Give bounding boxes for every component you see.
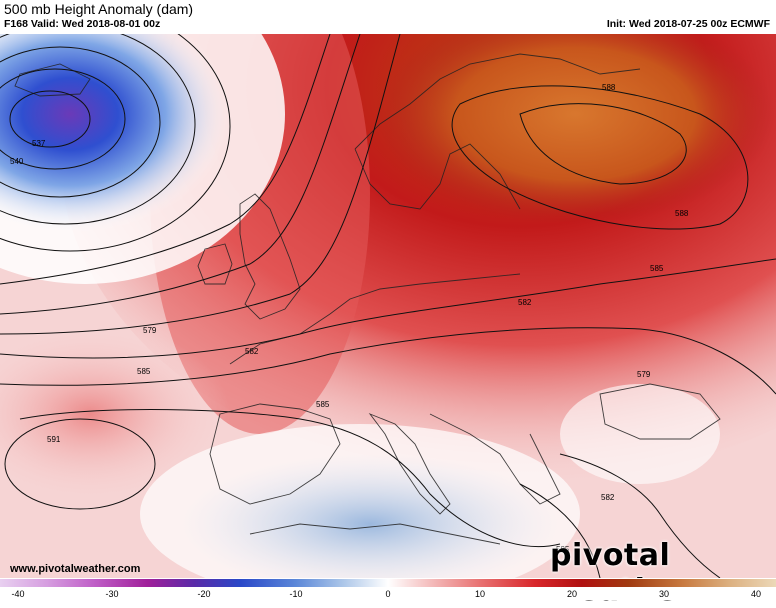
colorbar-gradient xyxy=(0,579,776,587)
init-time: Init: Wed 2018-07-25 00z ECMWF xyxy=(606,18,770,30)
colorbar-tick: 10 xyxy=(474,589,486,599)
contour-label: 585 xyxy=(556,545,570,554)
map-title: 500 mb Height Anomaly (dam) xyxy=(4,1,194,17)
contour-label: 585 xyxy=(650,264,664,273)
coastlines xyxy=(14,53,721,545)
contour-label: 582 xyxy=(518,298,532,307)
height-contours xyxy=(0,34,776,578)
colorbar-tick: -20 xyxy=(197,589,211,599)
valid-time: F168 Valid: Wed 2018-08-01 00z xyxy=(4,18,161,30)
contour-label: 588 xyxy=(675,209,689,218)
contour-label: 582 xyxy=(245,347,259,356)
colorbar-tick: 30 xyxy=(658,589,670,599)
contour-label: 540 xyxy=(10,157,24,166)
colorbar-tick: -30 xyxy=(105,589,119,599)
anomaly-map: 537 540 579 582 585 591 588 588 585 582 … xyxy=(0,34,776,578)
contour-label: 585 xyxy=(137,367,151,376)
colorbar-tick: -40 xyxy=(11,589,25,599)
contour-label: 582 xyxy=(601,493,615,502)
contour-label: 588 xyxy=(602,83,616,92)
contour-label: 579 xyxy=(143,326,157,335)
contour-label: 585 xyxy=(316,400,330,409)
colorbar-tick: -10 xyxy=(289,589,303,599)
colorbar-tick: 40 xyxy=(750,589,762,599)
colorbar-tick: 20 xyxy=(566,589,578,599)
website-url: www.pivotalweather.com xyxy=(10,563,141,575)
contour-label: 579 xyxy=(637,370,651,379)
contour-label: 537 xyxy=(32,139,46,148)
colorbar xyxy=(0,578,776,600)
contour-label: 591 xyxy=(47,435,61,444)
header: 500 mb Height Anomaly (dam) F168 Valid: … xyxy=(0,0,776,34)
contour-labels: 537 540 579 582 585 591 588 588 585 582 … xyxy=(10,83,689,554)
colorbar-tick: 0 xyxy=(385,589,391,599)
